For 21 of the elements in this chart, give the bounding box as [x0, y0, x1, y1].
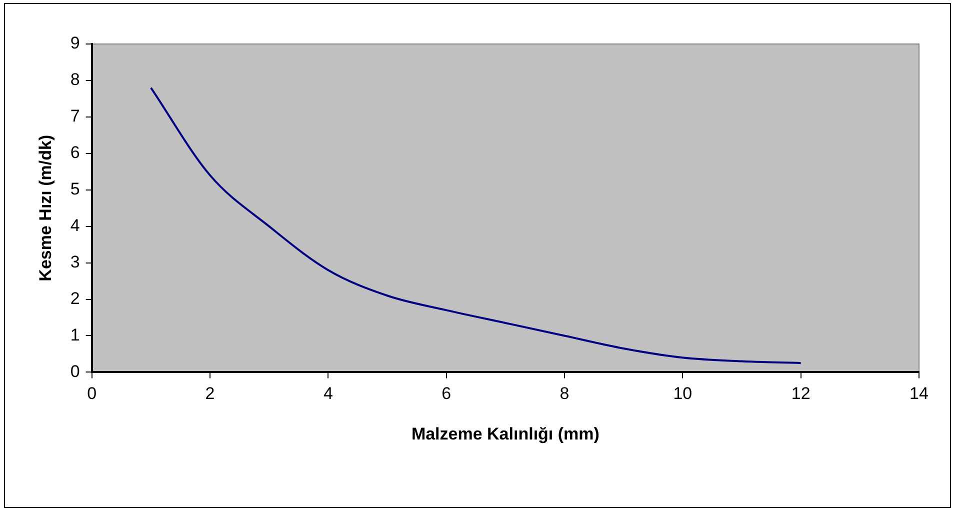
- line-series: [150, 86, 802, 364]
- y-tick-label: 0: [70, 362, 80, 381]
- x-tick-label: 6: [442, 384, 452, 404]
- y-tick-label: 6: [70, 143, 80, 162]
- x-tick-label: 4: [323, 384, 333, 404]
- x-tick-label: 10: [673, 384, 692, 404]
- y-tick-label: 9: [70, 34, 80, 53]
- y-axis-title: Kesme Hızı (m/dk): [36, 134, 55, 282]
- y-tick-label: 4: [70, 216, 80, 236]
- y-tick-label: 8: [70, 70, 80, 90]
- x-tick-label: 8: [560, 384, 570, 404]
- y-tick-label: 5: [70, 180, 80, 199]
- x-tick-label: 14: [910, 384, 928, 404]
- x-tick-label: 12: [791, 384, 810, 404]
- y-tick-label: 2: [70, 288, 80, 308]
- x-tick-label: 0: [87, 384, 97, 404]
- x-tick-label: 2: [205, 384, 215, 404]
- x-axis-title: Malzeme Kalınlığı (mm): [411, 424, 600, 444]
- y-tick-label: 3: [70, 252, 80, 272]
- y-tick-label: 1: [70, 325, 80, 344]
- y-tick-label: 7: [70, 106, 80, 126]
